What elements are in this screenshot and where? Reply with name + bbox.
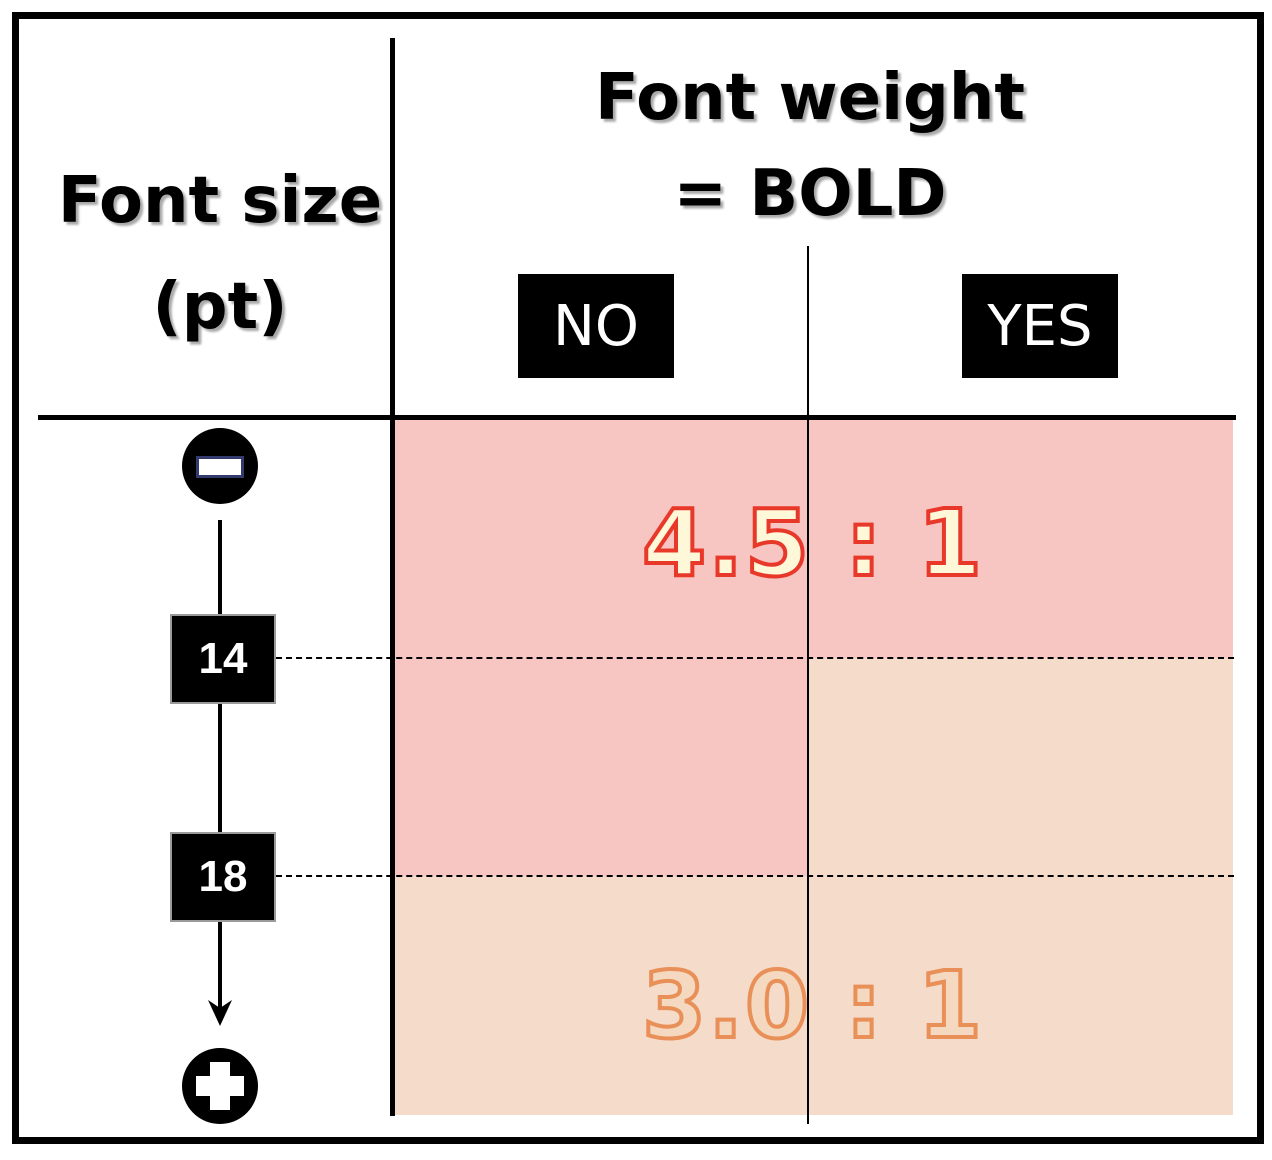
font-size-title-line1: Font size (57, 164, 383, 238)
threshold-14-line (276, 657, 1234, 659)
font-size-title: Font size (pt) (40, 162, 400, 346)
large-contrast-zone-bottom (393, 876, 1233, 1115)
normal-contrast-zone-top (393, 420, 1233, 658)
threshold-18-line (276, 875, 1234, 877)
font-weight-title-line2: = BOLD (673, 157, 947, 231)
tick-18: 18 (170, 832, 276, 922)
header-divider-vertical (390, 38, 395, 1116)
large-text-ratio: 3.0 : 1 (640, 950, 984, 1061)
normal-contrast-zone-mid (393, 658, 808, 876)
plus-circle-icon (182, 1048, 258, 1124)
axis-arrowhead-icon (208, 1000, 232, 1026)
font-weight-title-line1: Font weight (595, 61, 1025, 135)
font-size-title-line2: (pt) (152, 270, 288, 344)
yes-label: YES (962, 274, 1118, 378)
large-contrast-zone-mid (808, 658, 1233, 876)
no-label: NO (518, 274, 674, 378)
normal-text-ratio: 4.5 : 1 (640, 488, 984, 599)
yes-no-divider (807, 246, 809, 1124)
font-weight-title: Font weight = BOLD (395, 50, 1225, 242)
header-divider-horizontal (38, 415, 1236, 420)
axis-line (218, 520, 222, 1010)
minus-circle-icon (182, 428, 258, 504)
tick-14: 14 (170, 614, 276, 704)
